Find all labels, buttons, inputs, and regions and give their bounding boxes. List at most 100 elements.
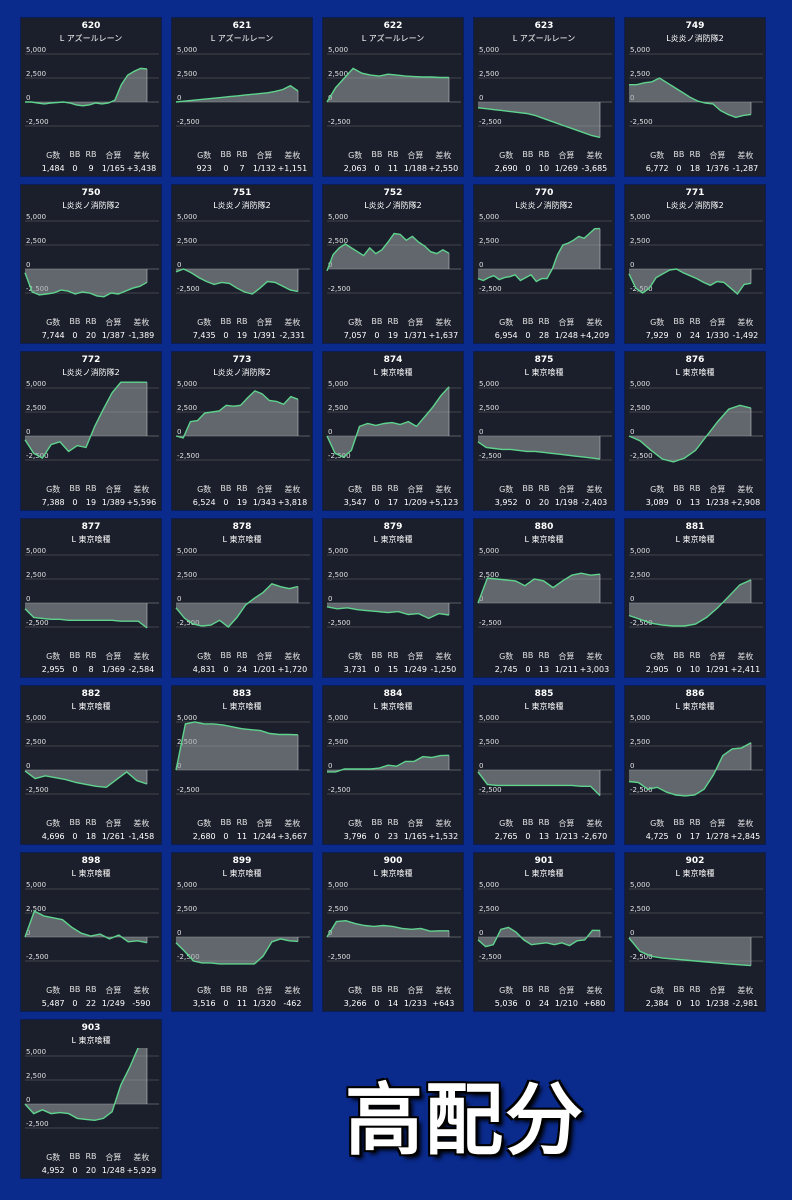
header-rb: RB xyxy=(85,651,97,660)
machine-card-875[interactable]: 875 L 東京喰種 5,000 2,500 0 -2,500 G数 BB RB 合算 差枚 3,95… xyxy=(473,351,615,511)
machine-card-877[interactable]: 877 L 東京喰種 5,000 2,500 0 -2,500 G数 BB RB 合算 差枚 2,95… xyxy=(20,518,162,678)
machine-card-878[interactable]: 878 L 東京喰種 5,000 2,500 0 -2,500 G数 BB RB 合算 差枚 4,83… xyxy=(171,518,313,678)
value-rb: 10 xyxy=(689,665,701,674)
y-tick-label: 2,500 xyxy=(328,237,348,245)
value-rb: 24 xyxy=(689,331,701,340)
value-samai: +3,438 xyxy=(126,164,157,173)
value-g: 3,952 xyxy=(494,498,518,507)
machine-card-876[interactable]: 876 L 東京喰種 5,000 2,500 0 -2,500 G数 BB RB 合算 差枚 3,08… xyxy=(624,351,766,511)
value-gassan: 1/213 xyxy=(554,832,578,841)
value-rb: 14 xyxy=(387,999,399,1008)
machine-card-884[interactable]: 884 L 東京喰種 5,000 2,500 0 -2,500 G数 BB RB 合算 差枚 3,79… xyxy=(322,685,464,845)
y-tick-label: 2,500 xyxy=(479,905,499,913)
y-tick-label: 5,000 xyxy=(328,380,348,388)
y-tick-label: 0 xyxy=(177,261,181,269)
value-bb: 0 xyxy=(676,832,682,841)
y-tick-label: 5,000 xyxy=(177,714,197,722)
header-bb: BB xyxy=(220,651,232,660)
y-tick-label: 5,000 xyxy=(177,881,197,889)
header-rb: RB xyxy=(538,317,550,326)
value-samai: +3,667 xyxy=(277,832,308,841)
header-g: G数 xyxy=(197,318,212,327)
header-bb: BB xyxy=(220,150,232,159)
payout-line xyxy=(629,77,752,119)
machine-card-770[interactable]: 770 L炎炎ノ消防隊2 5,000 2,500 0 -2,500 G数 BB RB 合算 差枚 6,… xyxy=(473,184,615,344)
stats-header-row: G数 BB RB 合算 差枚 xyxy=(323,985,463,995)
machine-card-620[interactable]: 620 L アズールレーン 5,000 2,500 0 -2,500 G数 BB RB 合算 差枚 1… xyxy=(20,17,162,177)
machine-card-886[interactable]: 886 L 東京喰種 5,000 2,500 0 -2,500 G数 BB RB 合算 差枚 4,72… xyxy=(624,685,766,845)
machine-card-902[interactable]: 902 L 東京喰種 5,000 2,500 0 -2,500 G数 BB RB 合算 差枚 2,38… xyxy=(624,852,766,1012)
value-samai: +643 xyxy=(432,999,455,1008)
y-tick-label: 2,500 xyxy=(479,571,499,579)
machine-card-899[interactable]: 899 L 東京喰種 5,000 2,500 0 -2,500 G数 BB RB 合算 差枚 3,51… xyxy=(171,852,313,1012)
y-tick-label: 5,000 xyxy=(479,881,499,889)
value-bb: 0 xyxy=(676,164,682,173)
header-g: G数 xyxy=(499,652,514,661)
header-gassan: 合算 xyxy=(709,151,726,160)
machine-card-881[interactable]: 881 L 東京喰種 5,000 2,500 0 -2,500 G数 BB RB 合算 差枚 2,90… xyxy=(624,518,766,678)
value-samai: -2,584 xyxy=(128,665,155,674)
value-samai: -2,670 xyxy=(581,832,608,841)
y-tick-label: 5,000 xyxy=(328,46,348,54)
machine-card-903[interactable]: 903 L 東京喰種 5,000 2,500 0 -2,500 G数 BB RB 合算 差枚 4,95… xyxy=(20,1019,162,1179)
machine-card-901[interactable]: 901 L 東京喰種 5,000 2,500 0 -2,500 G数 BB RB 合算 差枚 5,03… xyxy=(473,852,615,1012)
machine-card-880[interactable]: 880 L 東京喰種 5,000 2,500 0 -2,500 G数 BB RB 合算 差枚 2,74… xyxy=(473,518,615,678)
y-tick-label: 5,000 xyxy=(630,547,650,555)
payout-line xyxy=(175,390,299,439)
header-rb: RB xyxy=(85,1152,97,1161)
machine-card-772[interactable]: 772 L炎炎ノ消防隊2 5,000 2,500 0 -2,500 G数 BB RB 合算 差枚 7,… xyxy=(20,351,162,511)
value-gassan: 1/343 xyxy=(252,498,276,507)
header-g: G数 xyxy=(197,986,212,995)
machine-card-621[interactable]: 621 L アズールレーン 5,000 2,500 0 -2,500 G数 BB RB 合算 差枚 9… xyxy=(171,17,313,177)
payout-line xyxy=(327,754,450,773)
value-samai: -1,389 xyxy=(128,331,155,340)
machine-card-882[interactable]: 882 L 東京喰種 5,000 2,500 0 -2,500 G数 BB RB 合算 差枚 4,69… xyxy=(20,685,162,845)
stats-value-row: 923 0 7 1/132 +1,151 xyxy=(172,164,312,174)
y-tick-label: -2,500 xyxy=(630,786,653,794)
value-bb: 0 xyxy=(223,164,229,173)
machine-card-752[interactable]: 752 L炎炎ノ消防隊2 5,000 2,500 0 -2,500 G数 BB RB 合算 差枚 7,… xyxy=(322,184,464,344)
y-tick-label: 0 xyxy=(630,929,634,937)
machine-card-749[interactable]: 749 L炎炎ノ消防隊2 5,000 2,500 0 -2,500 G数 BB RB 合算 差枚 6,… xyxy=(624,17,766,177)
stats-header-row: G数 BB RB 合算 差枚 xyxy=(625,985,765,995)
y-tick-label: 5,000 xyxy=(26,213,46,221)
header-g: G数 xyxy=(348,485,363,494)
header-g: G数 xyxy=(499,485,514,494)
value-samai: -462 xyxy=(283,999,302,1008)
machine-card-874[interactable]: 874 L 東京喰種 5,000 2,500 0 -2,500 G数 BB RB 合算 差枚 3,54… xyxy=(322,351,464,511)
y-tick-label: 2,500 xyxy=(26,404,46,412)
stats-value-row: 7,929 0 24 1/330 -1,492 xyxy=(625,331,765,341)
header-bb: BB xyxy=(371,818,383,827)
machine-card-773[interactable]: 773 L炎炎ノ消防隊2 5,000 2,500 0 -2,500 G数 BB RB 合算 差枚 6,… xyxy=(171,351,313,511)
machine-card-900[interactable]: 900 L 東京喰種 5,000 2,500 0 -2,500 G数 BB RB 合算 差枚 3,26… xyxy=(322,852,464,1012)
value-g: 6,524 xyxy=(192,498,216,507)
machine-card-898[interactable]: 898 L 東京喰種 5,000 2,500 0 -2,500 G数 BB RB 合算 差枚 5,48… xyxy=(20,852,162,1012)
machine-card-879[interactable]: 879 L 東京喰種 5,000 2,500 0 -2,500 G数 BB RB 合算 差枚 3,73… xyxy=(322,518,464,678)
machine-card-622[interactable]: 622 L アズールレーン 5,000 2,500 0 -2,500 G数 BB RB 合算 差枚 2… xyxy=(322,17,464,177)
header-bb: BB xyxy=(220,818,232,827)
y-tick-label: 5,000 xyxy=(26,380,46,388)
y-tick-label: 5,000 xyxy=(177,213,197,221)
value-bb: 0 xyxy=(676,331,682,340)
header-g: G数 xyxy=(348,151,363,160)
machine-card-751[interactable]: 751 L炎炎ノ消防隊2 5,000 2,500 0 -2,500 G数 BB RB 合算 差枚 7,… xyxy=(171,184,313,344)
stats-header-row: G数 BB RB 合算 差枚 xyxy=(21,484,161,494)
machine-card-750[interactable]: 750L炎炎ノ消防隊25,0002,5000-2,500G数BBRB合算差枚7,… xyxy=(20,184,162,344)
header-bb: BB xyxy=(69,317,81,326)
header-samai: 差枚 xyxy=(284,652,301,661)
machine-number: 899 xyxy=(232,856,252,866)
machine-name: L 東京喰種 xyxy=(373,535,413,544)
value-rb: 17 xyxy=(387,498,399,507)
header-gassan: 合算 xyxy=(256,819,273,828)
machine-card-623[interactable]: 623 L アズールレーン 5,000 2,500 0 -2,500 G数 BB RB 合算 差枚 2… xyxy=(473,17,615,177)
machine-card-771[interactable]: 771L炎炎ノ消防隊25,0002,5000-2,500G数BBRB合算差枚7,… xyxy=(624,184,766,344)
y-tick-label: -2,500 xyxy=(630,619,653,627)
y-tick-label: 0 xyxy=(630,595,634,603)
machine-card-885[interactable]: 885 L 東京喰種 5,000 2,500 0 -2,500 G数 BB RB 合算 差枚 2,76… xyxy=(473,685,615,845)
